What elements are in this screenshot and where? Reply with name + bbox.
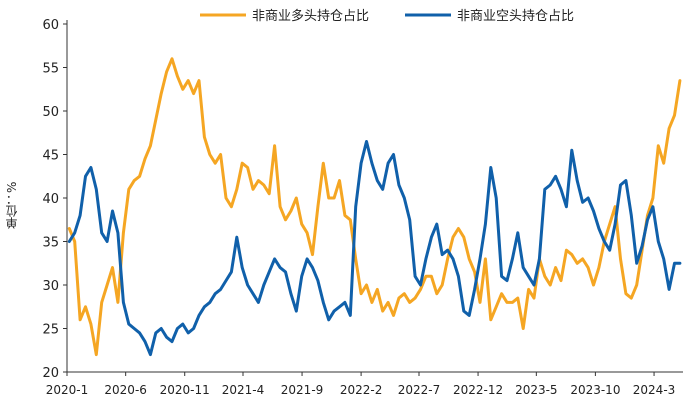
x-tick-label: 2022-7	[398, 383, 441, 397]
x-tick-label: 2020-1	[46, 383, 89, 397]
y-axis-label: 单位：%	[5, 181, 19, 229]
y-tick-label: 60	[42, 18, 59, 33]
x-tick-label: 2023-5	[515, 383, 558, 397]
x-tick-label: 2021-9	[281, 383, 324, 397]
series-line-2	[67, 140, 682, 357]
y-tick-label: 50	[42, 105, 59, 120]
legend-label-1: 非商业多头持仓占比	[252, 8, 369, 24]
y-tick-label: 35	[42, 236, 59, 251]
legend-label-2: 非商业空头持仓占比	[457, 9, 574, 24]
x-tick-label: 2020-11	[160, 383, 210, 397]
x-tick-label: 2021-4	[222, 383, 265, 397]
x-tick-label: 2024-3	[633, 383, 676, 397]
x-tick-label: 2022-12	[453, 383, 503, 397]
x-tick-label: 2022-2	[340, 383, 383, 397]
x-tick-label: 2023-10	[570, 383, 620, 397]
y-tick-label: 30	[42, 279, 59, 294]
y-tick-label: 20	[42, 366, 59, 381]
y-tick-label: 25	[42, 323, 59, 338]
y-tick-label: 45	[42, 149, 59, 164]
y-tick-label: 40	[42, 192, 59, 207]
x-tick-label: 2020-6	[104, 383, 147, 397]
y-tick-label: 55	[42, 62, 59, 77]
series-line-1	[67, 57, 682, 357]
